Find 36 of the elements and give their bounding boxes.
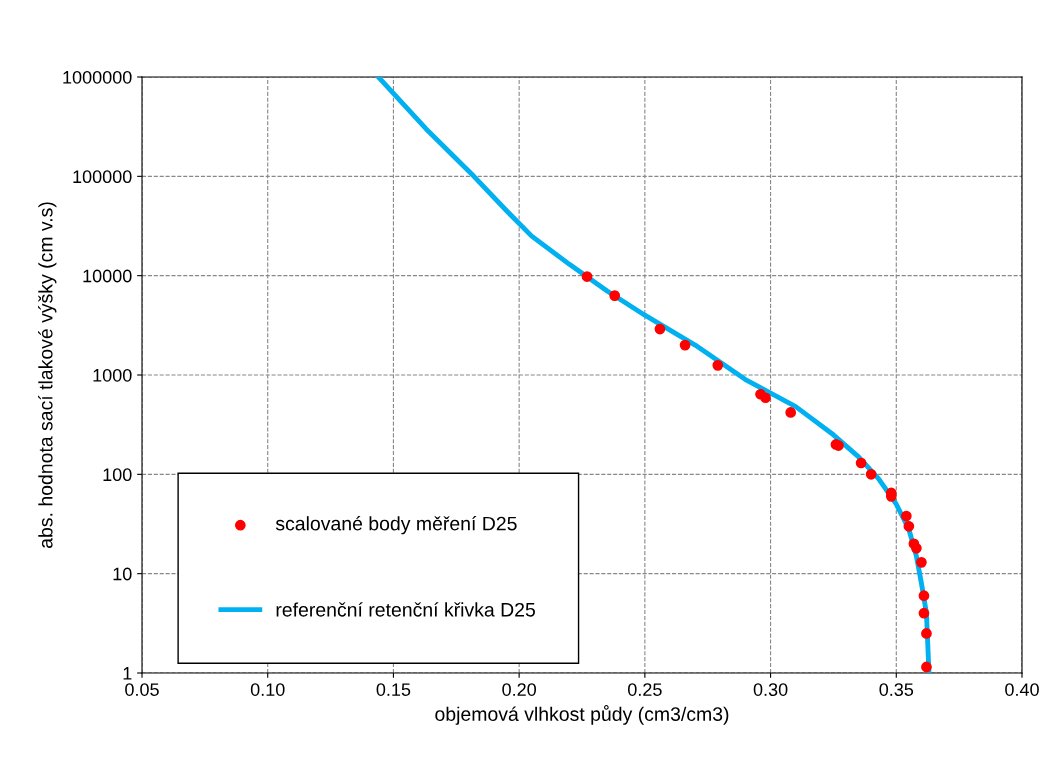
- point: [921, 628, 932, 639]
- point: [609, 290, 621, 301]
- y-tick-label: 10000: [83, 269, 132, 283]
- y-tick-label: 1: [123, 667, 132, 680]
- point: [855, 457, 867, 469]
- legend-label: referenční retenční křivka D25: [276, 602, 535, 617]
- x-tick-label: 0.20: [502, 683, 537, 696]
- point: [785, 407, 797, 418]
- point: [911, 542, 922, 554]
- y-tick-label: 1000000: [63, 70, 132, 84]
- point: [903, 520, 915, 532]
- x-tick-label: 0.25: [627, 683, 662, 696]
- x-tick-label: 0.10: [250, 683, 285, 696]
- y-tick-label: 100000: [73, 170, 132, 184]
- legend-label: scalované body měření D25: [275, 515, 517, 535]
- point: [581, 271, 593, 282]
- y-tick-label: 1000: [93, 368, 132, 382]
- point: [712, 360, 724, 371]
- point: [679, 339, 691, 351]
- point: [900, 510, 912, 522]
- point: [918, 590, 930, 602]
- point: [654, 323, 666, 335]
- point: [921, 661, 932, 673]
- point: [916, 556, 927, 568]
- y-axis-title: abs. hodnota sací tlakové výšky (cm v.s): [38, 202, 57, 548]
- x-tick-label: 0.30: [753, 683, 788, 696]
- x-tick-label: 0.15: [376, 683, 411, 696]
- x-tick-label: 0.05: [125, 683, 159, 696]
- x-axis-title: objemová vlhkost půdy (cm3/cm3): [435, 705, 729, 725]
- point: [918, 607, 930, 619]
- point: [760, 392, 771, 404]
- y-tick-label: 10: [113, 567, 132, 581]
- y-tick-label: 100: [103, 468, 132, 482]
- point: [865, 468, 877, 480]
- x-tick-label: 0.40: [1005, 683, 1039, 696]
- x-tick-label: 0.35: [879, 683, 914, 696]
